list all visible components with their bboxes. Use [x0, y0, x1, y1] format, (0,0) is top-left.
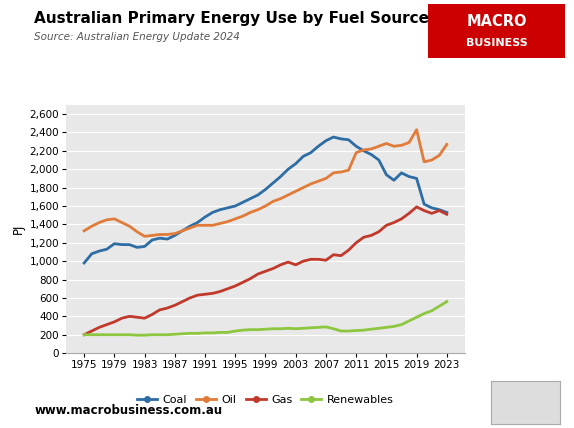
Legend: Coal, Oil, Gas, Renewables: Coal, Oil, Gas, Renewables — [133, 391, 398, 410]
Y-axis label: PJ: PJ — [12, 224, 25, 234]
Text: www.macrobusiness.com.au: www.macrobusiness.com.au — [34, 404, 223, 417]
Text: Australian Primary Energy Use by Fuel Source: Australian Primary Energy Use by Fuel So… — [34, 11, 429, 26]
Text: Source: Australian Energy Update 2024: Source: Australian Energy Update 2024 — [34, 32, 241, 42]
Text: BUSINESS: BUSINESS — [466, 38, 528, 48]
Text: MACRO: MACRO — [466, 14, 527, 29]
